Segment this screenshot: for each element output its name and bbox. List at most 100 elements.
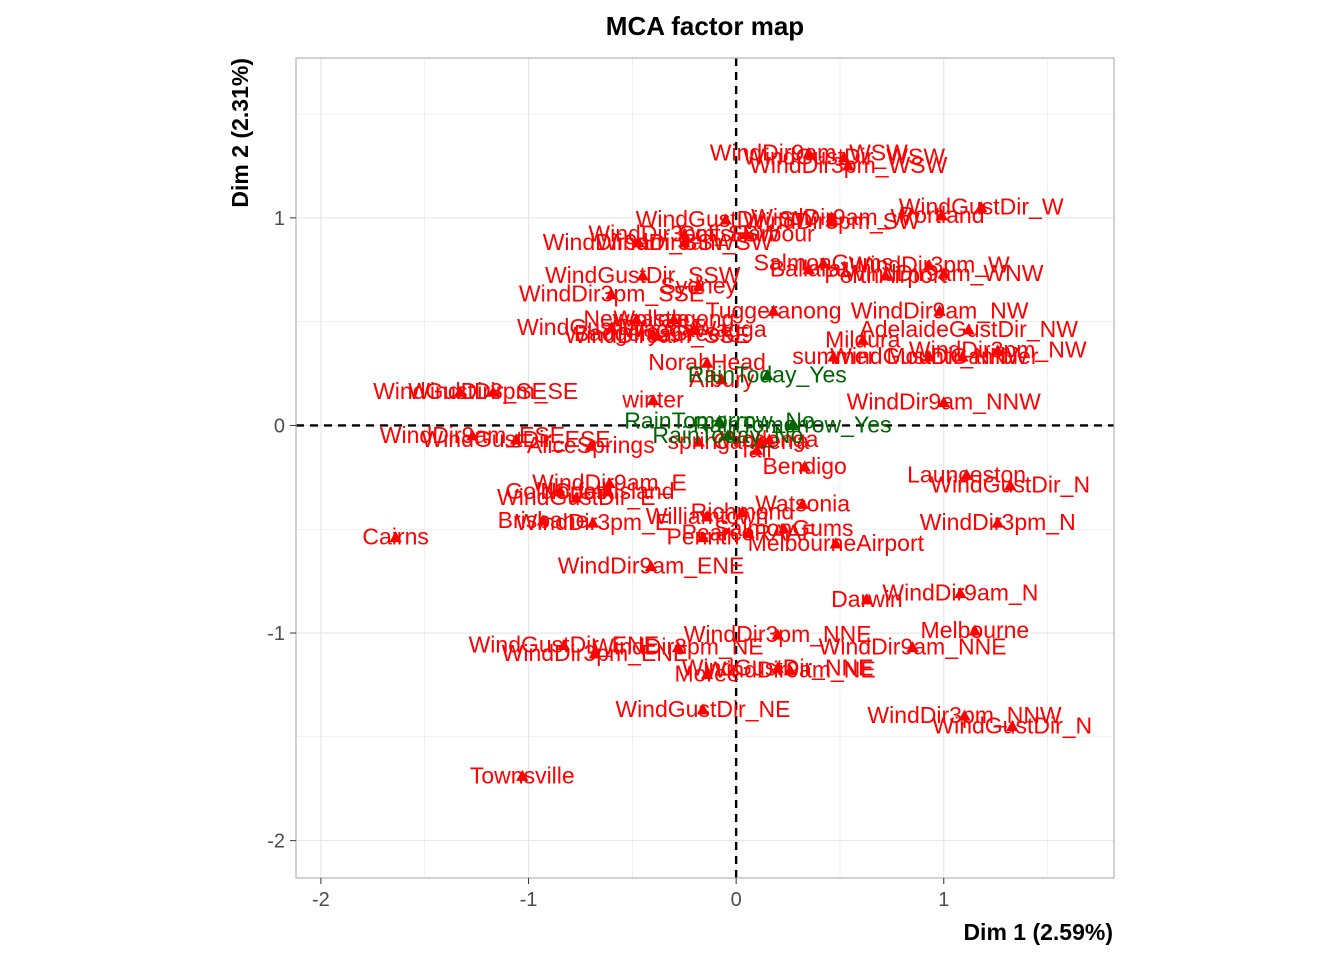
- point-label: BadgerysCreek: [574, 320, 733, 346]
- point-marker: [536, 514, 550, 526]
- point-marker: [742, 526, 755, 538]
- point-label: WindDir3pm_SSE: [519, 281, 704, 307]
- point-label: WindGustDir_NNE: [682, 654, 874, 680]
- point-label: AliceSprings: [527, 432, 655, 458]
- point-marker: [719, 213, 732, 225]
- point-marker: [1006, 719, 1019, 732]
- point-label: WindDir9am_NNW: [847, 389, 1042, 415]
- point-marker: [960, 468, 973, 480]
- point-marker: [630, 313, 643, 325]
- point-label: spring: [667, 428, 730, 454]
- point-label: WindDir9am_N: [882, 580, 1038, 606]
- point-marker: [786, 418, 799, 430]
- point-marker: [646, 394, 660, 406]
- point-marker: [761, 369, 774, 381]
- point-marker: [651, 329, 664, 341]
- point-label: WindDir3pm_NE: [592, 634, 763, 660]
- points-layer: WindDir9am_WSWWindGustDir_WSWWindDir3pm_…: [362, 139, 1092, 788]
- point-marker: [954, 587, 967, 599]
- y-tick-label: 0: [274, 415, 285, 437]
- point-marker: [605, 288, 618, 300]
- point-marker: [879, 269, 892, 281]
- point-marker: [553, 485, 566, 497]
- point-marker: [715, 373, 728, 385]
- point-label: WindDir3pm_WSW: [749, 152, 947, 178]
- y-tick-label: -2: [267, 831, 285, 853]
- point-marker: [827, 350, 840, 362]
- point-marker: [740, 227, 753, 240]
- point-marker: [991, 516, 1004, 528]
- reference-lines: [296, 58, 1114, 878]
- point-label: Richmond: [691, 499, 795, 525]
- panel-border: [295, 57, 1115, 879]
- point-label: summer: [792, 343, 875, 369]
- point-label: WindGustDir_N: [932, 712, 1092, 738]
- point-label: WindDir3pm_W: [849, 252, 1010, 278]
- point-label: NorahHead: [648, 349, 766, 375]
- point-label: WindDir3pm_N: [920, 509, 1076, 535]
- point-label: WindDir9am_ENE: [558, 553, 745, 579]
- point-label: Albury: [689, 366, 755, 392]
- point-marker: [700, 510, 714, 522]
- point-marker: [692, 279, 705, 291]
- point-label: Penrith: [666, 524, 739, 550]
- point-marker: [802, 263, 815, 275]
- y-axis-title: Dim 2 (2.31%): [227, 58, 253, 208]
- point-marker: [777, 522, 791, 534]
- point-label: WindDir9am_NNE: [819, 634, 1007, 660]
- point-label: Moree: [674, 661, 739, 687]
- point-label: Sydney: [660, 272, 737, 298]
- point-label: Melbourne: [921, 617, 1030, 643]
- point-marker: [837, 151, 851, 163]
- point-label: WindDir3pm_NNE: [684, 621, 872, 647]
- point-marker: [860, 593, 874, 605]
- point-label: Mildura: [825, 326, 901, 352]
- point-label: WindDir9am_WSW: [710, 139, 908, 165]
- point-marker: [783, 663, 797, 675]
- point-label: WindDir9am_WNW: [844, 260, 1044, 286]
- chart-title: MCA factor map: [606, 11, 804, 41]
- point-marker: [636, 269, 649, 281]
- point-label: CoffsHarbour: [678, 220, 815, 246]
- point-marker: [605, 321, 618, 333]
- point-label: WindDir3pm_NNW: [867, 702, 1062, 728]
- point-marker: [923, 350, 936, 362]
- point-label: Williamtown: [646, 503, 769, 529]
- point-marker: [696, 703, 710, 715]
- point-marker: [974, 200, 988, 213]
- y-tick-label: -1: [267, 623, 285, 645]
- point-label: NorfolkIsland: [540, 478, 674, 504]
- point-marker: [906, 641, 919, 653]
- point-marker: [937, 396, 950, 408]
- point-marker: [763, 433, 776, 445]
- point-marker: [842, 159, 855, 171]
- point-label: SalmonGums: [754, 250, 893, 276]
- point-marker: [588, 647, 602, 659]
- point-label: RainTomorrow_No: [624, 407, 814, 433]
- point-marker: [802, 146, 815, 159]
- point-label: WaggaWagga: [623, 316, 767, 342]
- point-label: MelbourneAirport: [748, 530, 925, 556]
- point-label: WindGustDir_NE: [615, 696, 790, 722]
- point-marker: [771, 661, 784, 673]
- point-marker: [956, 350, 969, 362]
- point-marker: [584, 439, 597, 451]
- point-marker: [968, 624, 982, 636]
- point-marker: [958, 709, 971, 721]
- point-marker: [644, 560, 658, 572]
- point-label: RainToday_No: [652, 422, 803, 448]
- x-axis-title: Dim 1 (2.59%): [963, 919, 1113, 945]
- point-marker: [937, 267, 950, 279]
- point-label: Bendigo: [762, 453, 846, 479]
- point-marker: [516, 769, 529, 781]
- y-tick-label: 1: [274, 208, 285, 230]
- point-marker: [389, 531, 402, 543]
- point-label: WindDir9am_SSW: [543, 229, 735, 255]
- point-label: Watsonia: [755, 490, 850, 516]
- point-label: fall: [742, 436, 771, 462]
- point-label: Tuggeranong: [706, 297, 842, 323]
- point-marker: [713, 414, 726, 426]
- point-label: Cairns: [362, 524, 428, 550]
- point-label: WindDir9am_SSE: [565, 322, 750, 348]
- point-label: GoldCoast: [505, 478, 614, 504]
